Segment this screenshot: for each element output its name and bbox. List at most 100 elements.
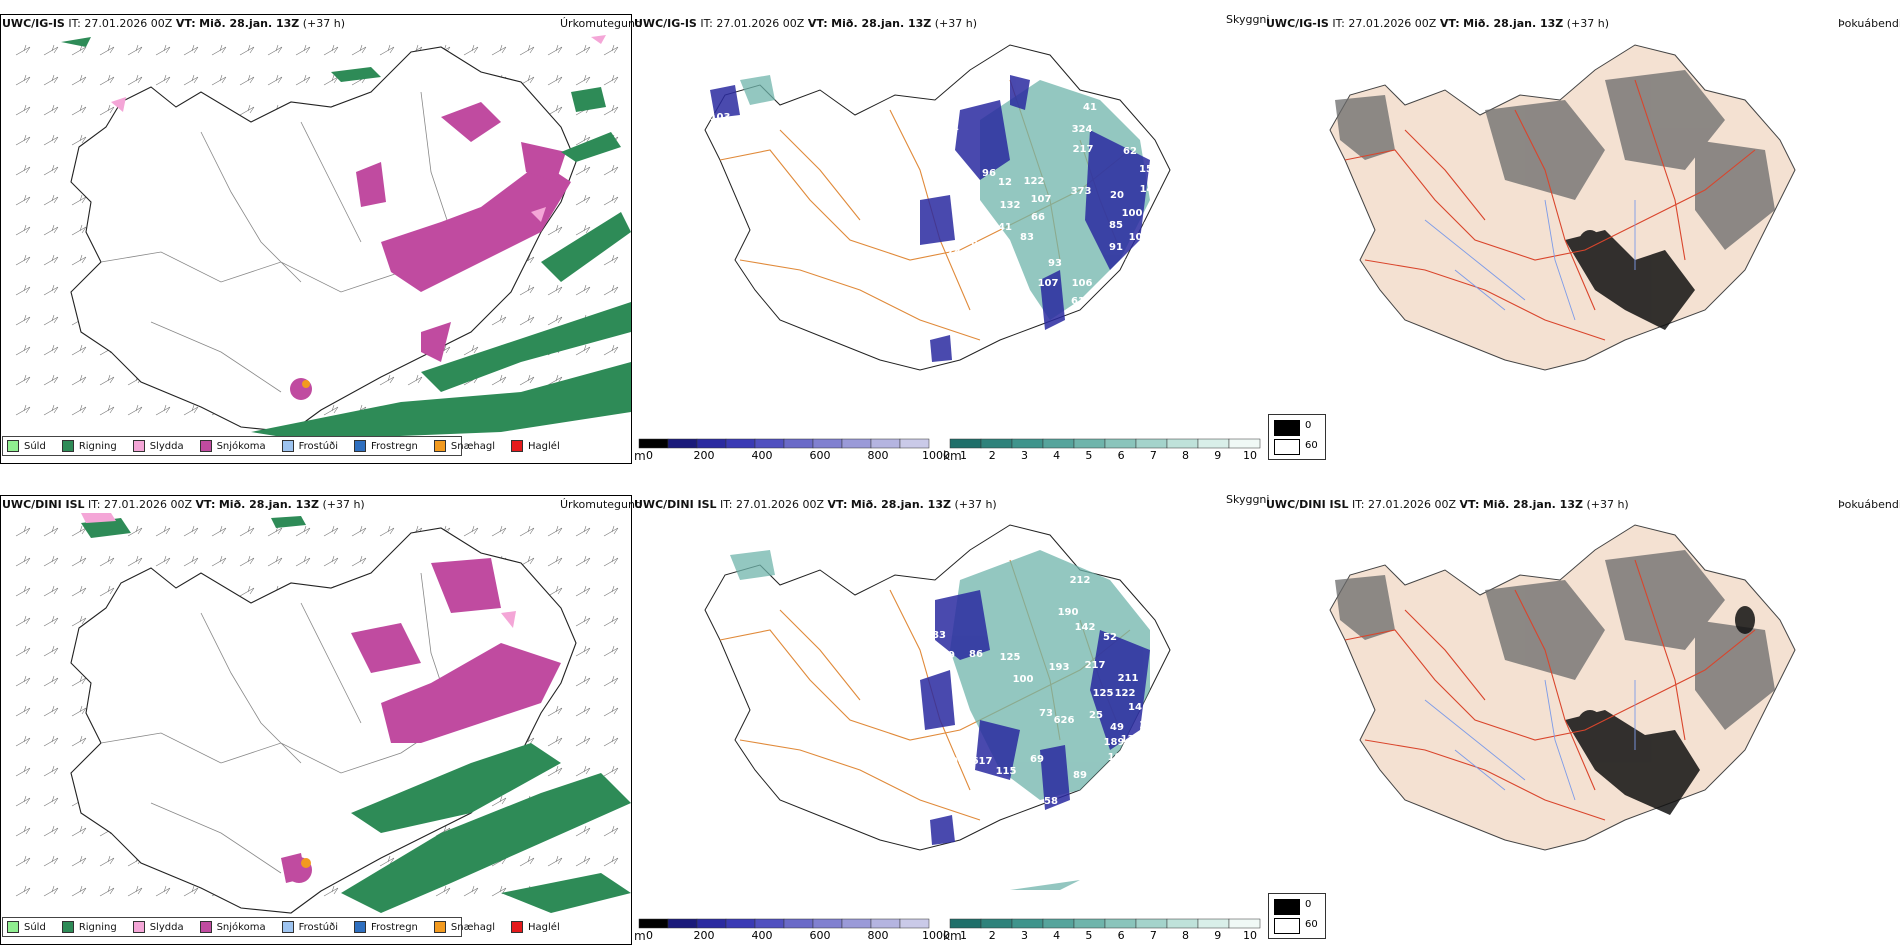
wind-barb bbox=[15, 104, 31, 116]
legend-swatch bbox=[61, 921, 74, 933]
wind-barb bbox=[99, 374, 115, 386]
wind-barb bbox=[603, 555, 619, 567]
value-label: 15 bbox=[1139, 164, 1153, 175]
colorbar-tick-label: 5 bbox=[1085, 929, 1093, 942]
wind-barb bbox=[43, 314, 59, 326]
top-fog-scale: 0 60 bbox=[1268, 414, 1326, 460]
ceiling-colorbar-cells bbox=[638, 918, 930, 929]
colorbar-tick-label: 8 bbox=[1182, 449, 1190, 462]
colorbar-cell bbox=[1135, 918, 1168, 929]
wind-barb bbox=[43, 194, 59, 206]
wind-barb bbox=[15, 705, 31, 717]
visibility-colorbar-cells bbox=[949, 918, 1261, 929]
wind-barb bbox=[71, 735, 87, 747]
wind-barb bbox=[15, 314, 31, 326]
top-ceiling-header: UWC/IG-IS IT: 27.01.2026 00Z VT: Mið. 28… bbox=[634, 17, 978, 30]
wind-barb bbox=[127, 404, 143, 416]
fog-dark bbox=[1565, 606, 1755, 815]
value-label: 107 bbox=[1129, 232, 1150, 243]
value-label: 212 bbox=[1070, 575, 1091, 586]
snow-areas bbox=[356, 102, 571, 362]
wind-barb bbox=[15, 525, 31, 537]
ceiling-colorbar-svg bbox=[638, 918, 930, 929]
value-label: 93 bbox=[1048, 258, 1062, 269]
wind-barb bbox=[239, 44, 255, 56]
wind-barb bbox=[575, 525, 591, 537]
colorbar-tick-label: 2 bbox=[988, 929, 996, 942]
wind-barb bbox=[15, 885, 31, 897]
rivers bbox=[1424, 199, 1636, 321]
colorbar-tick-label: 600 bbox=[809, 449, 831, 462]
wind-barb bbox=[295, 44, 311, 56]
legend-item: Súld bbox=[7, 440, 46, 452]
colorbar-tick-label: 600 bbox=[809, 929, 831, 942]
wind-barb bbox=[15, 585, 31, 597]
value-label: 103 bbox=[710, 112, 731, 123]
wind-barb bbox=[547, 585, 563, 597]
colorbar-cell bbox=[980, 918, 1013, 929]
wind-barb bbox=[127, 525, 143, 537]
wind-barb bbox=[491, 374, 507, 386]
top-precip-title: Úrkomutegund bbox=[560, 17, 642, 30]
value-label: 48 bbox=[1113, 312, 1127, 323]
wind-barb bbox=[43, 795, 59, 807]
fog-scale-high-label: 60 bbox=[1305, 440, 1318, 451]
wind-barb bbox=[43, 825, 59, 837]
legend-swatch bbox=[199, 440, 212, 452]
colorbar-cell bbox=[783, 918, 814, 929]
wind-barb bbox=[603, 74, 619, 86]
legend-item: Snjókoma bbox=[199, 440, 266, 452]
wind-barb bbox=[43, 555, 59, 567]
top-ceiling-colorbar bbox=[634, 437, 934, 461]
wind-barb bbox=[575, 74, 591, 86]
value-label: 90 bbox=[737, 68, 751, 79]
colorbar-cell bbox=[1197, 918, 1230, 929]
roads-red bbox=[1344, 559, 1756, 821]
value-label: 41 bbox=[1054, 332, 1068, 343]
wind-barb bbox=[43, 134, 59, 146]
wind-barb bbox=[99, 555, 115, 567]
value-label: 41 bbox=[998, 222, 1012, 233]
colorbar-tick-label: 9 bbox=[1214, 929, 1222, 942]
legend-item: Slydda bbox=[132, 440, 184, 452]
legend-item: Slydda bbox=[132, 921, 184, 933]
wind-barb bbox=[71, 825, 87, 837]
bottom-precip-frame bbox=[0, 495, 632, 945]
value-label: 125 bbox=[1000, 652, 1021, 663]
legend-swatch bbox=[354, 440, 366, 452]
legend-swatch bbox=[199, 921, 212, 933]
fog-scale-low-label: 0 bbox=[1305, 420, 1312, 431]
value-label: 91 bbox=[951, 756, 965, 767]
wind-barb bbox=[603, 705, 619, 717]
colorbar-tick-label: 2 bbox=[988, 449, 996, 462]
wind-barb bbox=[71, 615, 87, 627]
wind-barb bbox=[519, 314, 535, 326]
wind-barb bbox=[15, 254, 31, 266]
wind-barb bbox=[575, 765, 591, 777]
wind-barb bbox=[239, 74, 255, 86]
value-label: 217 bbox=[1085, 660, 1106, 671]
wind-barb bbox=[547, 74, 563, 86]
wind-barb bbox=[43, 885, 59, 897]
colorbar-cell bbox=[949, 918, 982, 929]
wind-barb bbox=[43, 44, 59, 56]
top-fog-map bbox=[1329, 44, 1796, 371]
wind-barb bbox=[379, 525, 395, 537]
wind-barb bbox=[43, 585, 59, 597]
wind-barb bbox=[15, 194, 31, 206]
rain-areas bbox=[61, 37, 631, 440]
colorbar-tick-label: 200 bbox=[693, 929, 715, 942]
wind-barb bbox=[155, 525, 171, 537]
terrain-shading bbox=[1335, 550, 1775, 730]
colorbar-tick-label: 3 bbox=[1020, 929, 1028, 942]
value-label: 49 bbox=[990, 270, 1004, 281]
wind-barb bbox=[239, 525, 255, 537]
snow-pellet-core bbox=[301, 858, 311, 868]
wind-barb bbox=[267, 44, 283, 56]
wind-barb bbox=[15, 74, 31, 86]
wind-barb bbox=[351, 525, 367, 537]
colorbar-tick-label: 10 bbox=[1243, 929, 1257, 942]
wind-barb bbox=[71, 74, 87, 86]
wind-barb bbox=[183, 555, 199, 567]
colorbar-cell bbox=[812, 918, 843, 929]
